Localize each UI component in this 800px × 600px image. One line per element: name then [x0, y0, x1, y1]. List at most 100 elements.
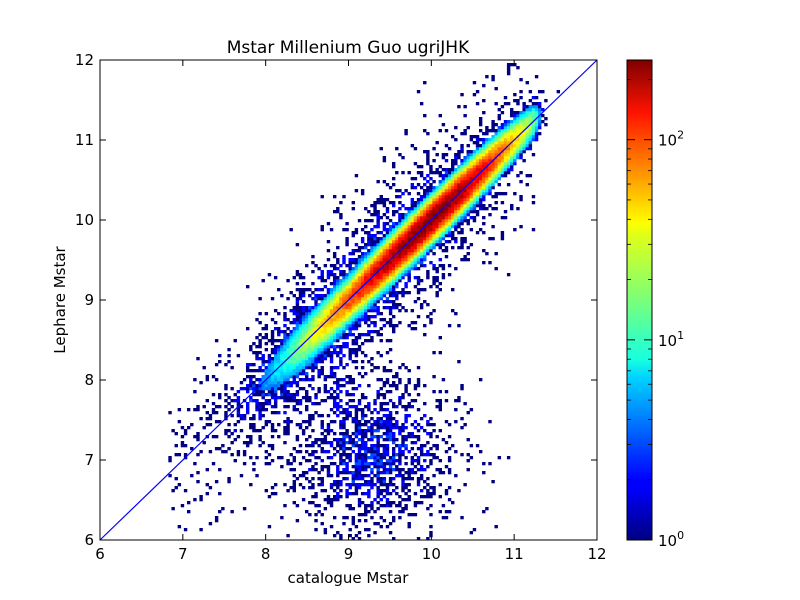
density-cell — [323, 378, 328, 382]
density-cell — [277, 360, 281, 364]
density-cell — [317, 276, 321, 280]
density-cell — [503, 159, 508, 163]
density-cell — [513, 153, 517, 157]
density-cell — [478, 153, 483, 157]
density-cell — [395, 294, 399, 298]
density-cell — [482, 231, 486, 235]
density-cell — [364, 354, 368, 358]
density-cell — [482, 189, 486, 193]
density-cell — [345, 471, 349, 475]
density-cell — [429, 285, 433, 289]
density-cell — [367, 258, 371, 262]
density-cell — [298, 444, 303, 448]
density-cell — [326, 222, 331, 226]
density-cell — [407, 381, 411, 385]
density-cell — [326, 330, 331, 334]
density-cell — [305, 354, 309, 358]
density-cell — [485, 186, 489, 190]
density-cell — [311, 366, 315, 370]
density-cell — [320, 294, 324, 298]
density-cell — [283, 339, 287, 343]
density-cell — [354, 477, 359, 481]
density-cell — [252, 342, 256, 346]
density-cell — [416, 255, 421, 259]
density-cell — [286, 405, 290, 409]
density-cell — [522, 108, 526, 112]
density-cell — [494, 129, 498, 133]
density-cell — [357, 291, 362, 295]
density-cell — [451, 210, 455, 214]
density-cell — [364, 453, 368, 457]
density-cell — [364, 429, 368, 433]
density-cell — [454, 237, 458, 241]
density-cell — [280, 357, 284, 361]
density-cell — [401, 228, 405, 232]
density-cell — [339, 534, 343, 538]
density-cell — [413, 219, 418, 223]
density-cell — [531, 153, 536, 157]
density-cell — [466, 165, 470, 169]
density-cell — [255, 390, 259, 394]
density-cell — [382, 255, 387, 259]
density-cell — [339, 303, 343, 307]
density-cell — [401, 441, 405, 445]
density-cell — [432, 429, 436, 433]
density-cell — [382, 204, 387, 208]
density-cell — [326, 342, 331, 346]
density-cell — [388, 492, 393, 496]
density-cell — [395, 426, 399, 430]
density-cell — [488, 159, 492, 163]
density-cell — [249, 363, 253, 367]
density-cell — [298, 351, 303, 355]
density-cell — [332, 288, 337, 292]
density-cell — [317, 357, 321, 361]
density-cell — [336, 465, 340, 469]
density-cell — [491, 78, 495, 82]
density-cell — [404, 216, 408, 220]
density-cell — [342, 261, 346, 265]
density-cell — [469, 183, 474, 187]
density-cell — [435, 456, 439, 460]
density-cell — [385, 216, 390, 220]
density-cell — [373, 321, 377, 325]
density-cell — [298, 411, 303, 415]
density-cell — [382, 237, 387, 241]
density-cell — [351, 381, 356, 385]
density-cell — [472, 174, 477, 178]
density-cell — [388, 504, 393, 508]
density-cell — [441, 204, 446, 208]
density-cell — [342, 273, 346, 277]
density-cell — [354, 285, 359, 289]
density-cell — [472, 159, 477, 163]
density-cell — [497, 147, 502, 151]
density-cell — [236, 402, 241, 406]
density-cell — [391, 441, 396, 445]
density-cell — [382, 270, 387, 274]
density-cell — [391, 375, 396, 379]
density-cell — [168, 459, 172, 463]
density-cell — [364, 468, 368, 472]
density-cell — [451, 180, 455, 184]
density-cell — [482, 471, 486, 475]
density-cell — [419, 234, 424, 238]
density-cell — [298, 360, 303, 364]
density-cell — [401, 270, 405, 274]
density-cell — [391, 405, 396, 409]
density-cell — [385, 282, 390, 286]
density-cell — [267, 339, 272, 343]
density-cell — [311, 318, 315, 322]
density-cell — [345, 288, 349, 292]
density-cell — [323, 336, 328, 340]
density-cell — [314, 264, 318, 268]
density-cell — [292, 489, 296, 493]
density-cell — [466, 189, 470, 193]
density-cell — [332, 381, 337, 385]
density-cell — [289, 372, 293, 376]
density-cell — [320, 306, 324, 310]
density-cell — [360, 294, 365, 298]
density-cell — [416, 258, 421, 262]
density-cell — [360, 513, 365, 517]
density-cell — [513, 111, 517, 115]
density-cell — [174, 486, 178, 490]
density-cell — [491, 168, 495, 172]
